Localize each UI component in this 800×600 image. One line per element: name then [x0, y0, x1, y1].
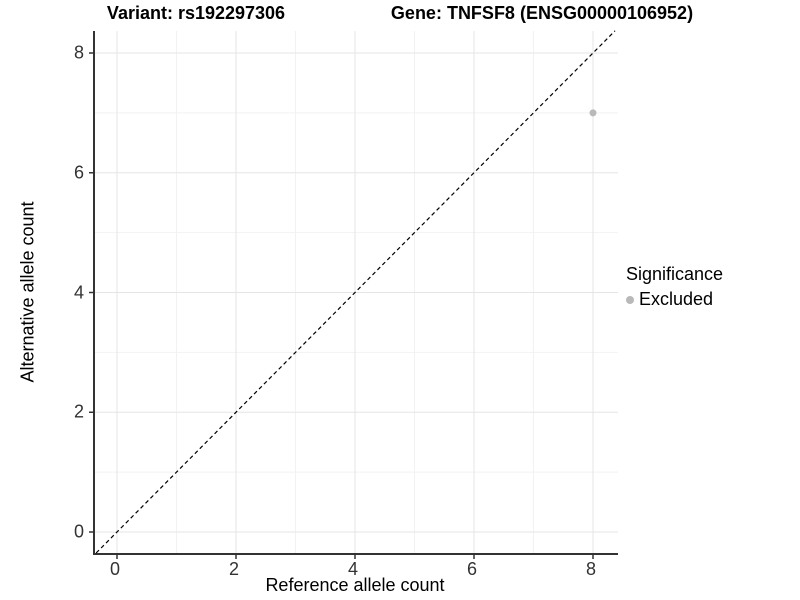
plot-canvas	[89, 30, 618, 559]
y-axis-tick-label: 6	[73, 162, 84, 183]
x-axis-tick-label: 6	[466, 559, 478, 579]
plot-title-gene: Gene: TNFSF8 (ENSG00000106952)	[390, 3, 694, 23]
y-axis-tick-label: 4	[73, 282, 84, 302]
legend-title: Significance	[626, 264, 724, 284]
data-point	[589, 109, 597, 117]
x-axis-title: Reference allele count	[265, 575, 445, 595]
y-axis-tick-label: 0	[73, 521, 84, 542]
y-axis-title: Alternative allele count	[17, 201, 38, 383]
y-axis-tick-label: 2	[73, 401, 84, 422]
identity-dashed-line	[95, 30, 616, 554]
y-axis-tick-label: 8	[73, 42, 84, 63]
legend: Significance Excluded	[626, 264, 723, 310]
x-axis-tick-label: 0	[109, 559, 121, 579]
legend-item-excluded: Excluded	[626, 289, 723, 310]
legend-item-label: Excluded	[639, 289, 714, 309]
x-axis-tick-label: 4	[347, 559, 359, 579]
x-axis-tick-label: 2	[228, 559, 240, 579]
point-swatch-icon	[626, 295, 634, 304]
plot-title-variant: Variant: rs192297306	[106, 3, 286, 23]
plot-panel	[89, 30, 618, 559]
x-axis-tick-label: 8	[585, 559, 597, 579]
